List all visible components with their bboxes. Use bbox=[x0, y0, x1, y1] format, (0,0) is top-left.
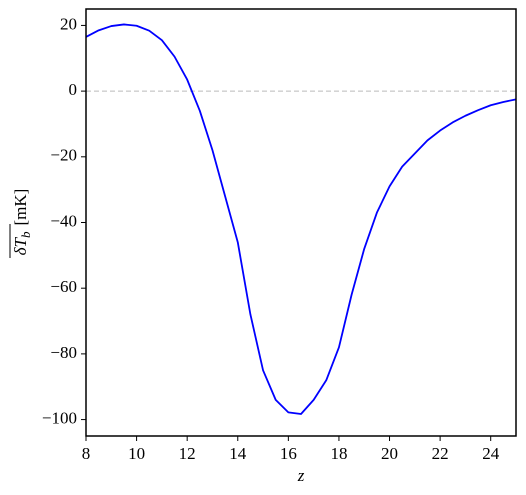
y-tick-label: −40 bbox=[50, 211, 77, 230]
x-tick-label: 22 bbox=[432, 444, 449, 463]
x-tick-label: 12 bbox=[179, 444, 196, 463]
x-tick-label: 14 bbox=[229, 444, 247, 463]
y-tick-label: 20 bbox=[60, 14, 77, 33]
y-tick-label: 0 bbox=[69, 80, 78, 99]
line-series bbox=[85, 23, 517, 415]
plot-frame bbox=[85, 8, 517, 437]
x-tick-label: 20 bbox=[381, 444, 398, 463]
y-label-unit: [mK] bbox=[11, 189, 30, 226]
y-axis-label: δTb [mK] bbox=[9, 189, 33, 258]
x-tick-label: 16 bbox=[280, 444, 297, 463]
x-tick-label: 8 bbox=[82, 444, 91, 463]
x-tick-label: 10 bbox=[128, 444, 145, 463]
y-label-main: δT bbox=[11, 236, 30, 255]
y-tick-label: −20 bbox=[50, 146, 77, 165]
y-tick-label: −100 bbox=[42, 408, 77, 427]
y-tick-label: −60 bbox=[50, 277, 77, 296]
x-axis-label: z bbox=[297, 466, 305, 485]
y-label-sub: b bbox=[18, 231, 33, 238]
x-tick-label: 24 bbox=[482, 444, 500, 463]
x-tick-label: 18 bbox=[330, 444, 347, 463]
y-tick-label: −80 bbox=[50, 343, 77, 362]
y-axis-label-text: δTb [mK] bbox=[11, 189, 33, 256]
